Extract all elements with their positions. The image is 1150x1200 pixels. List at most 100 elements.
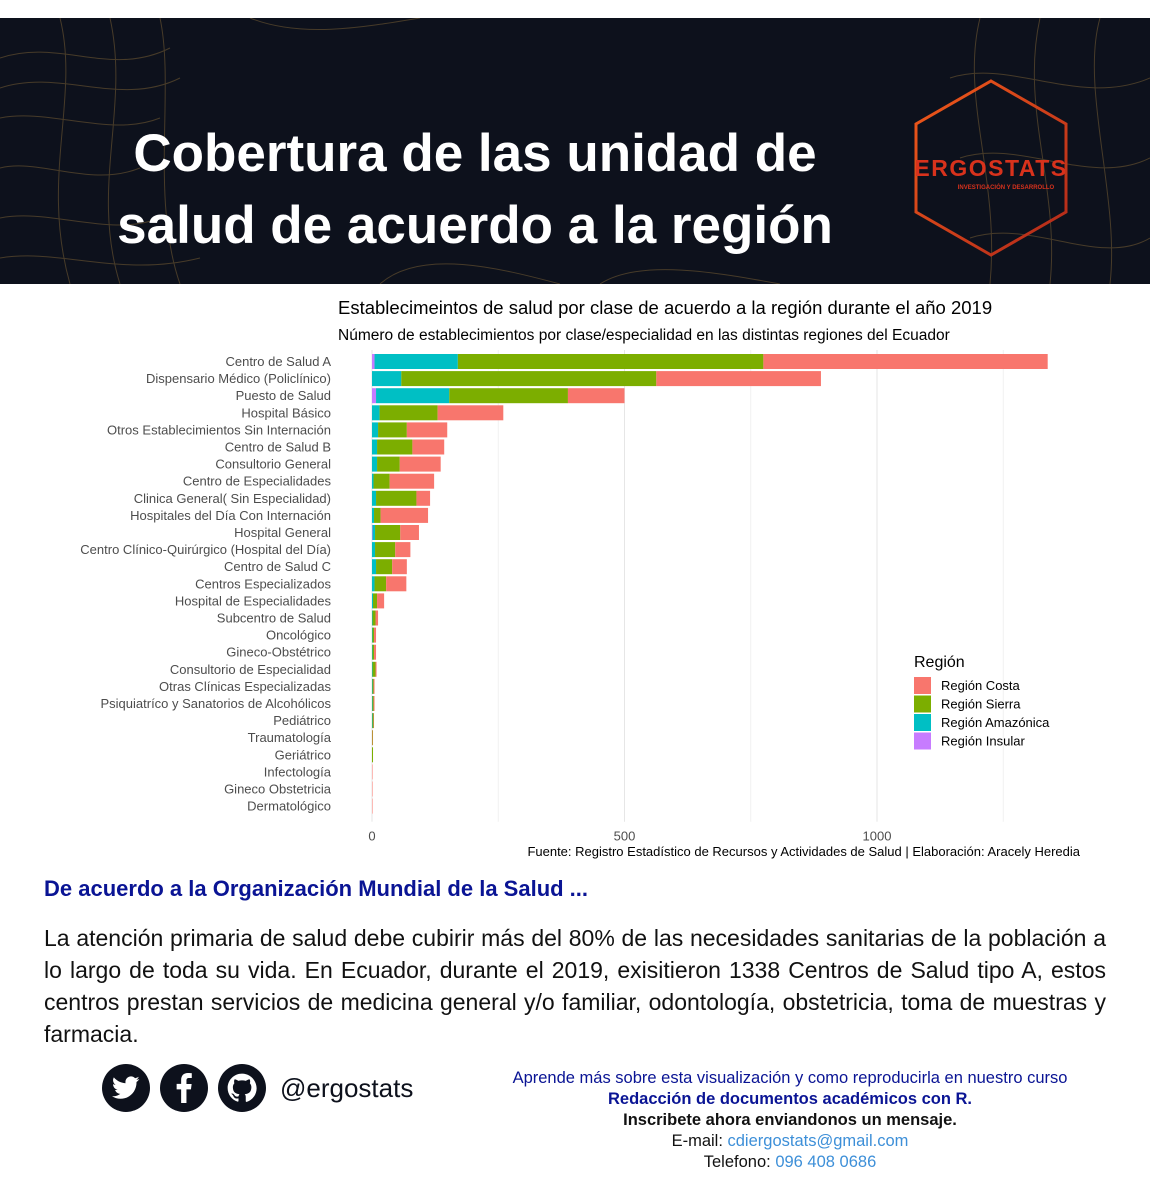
legend-swatch	[914, 695, 931, 713]
bar-segment	[763, 354, 1048, 369]
bar-segment	[374, 507, 381, 523]
bar-segment	[372, 764, 373, 780]
bar-segment	[372, 422, 379, 438]
facebook-icon[interactable]	[160, 1064, 208, 1112]
bar-segment	[374, 644, 377, 660]
y-tick-label: Dispensario Médico (Policlínico)	[146, 371, 331, 386]
bar-segment	[372, 507, 375, 523]
page-title-line-2: salud de acuerdo a la región	[117, 196, 833, 255]
course-promo: Aprende más sobre esta visualización y c…	[430, 1068, 1150, 1173]
y-tick-label: Otras Clínicas Especializadas	[159, 679, 331, 694]
bar-segment	[372, 644, 373, 660]
phone-row: Telefono: 096 408 0686	[430, 1152, 1150, 1173]
y-tick-label: Infectología	[264, 764, 332, 779]
bar-segment	[373, 713, 375, 729]
section-heading: De acuerdo a la Organización Mundial de …	[44, 876, 589, 901]
chart-subtitle: Número de establecimientos por clase/esp…	[338, 327, 950, 344]
bar-segment	[375, 542, 396, 558]
y-tick-label: Clinica General( Sin Especialidad)	[134, 491, 331, 506]
description-paragraph: La atención primaria de salud debe cubir…	[44, 925, 1106, 1047]
y-tick-label: Psiquiatríco y Sanatorios de Alcohólicos	[100, 696, 331, 711]
bar-segment	[372, 473, 374, 489]
bar-segment	[378, 422, 407, 438]
chart-title: Establecimeintos de salud por clase de a…	[338, 297, 992, 318]
phone-link[interactable]: 096 408 0686	[775, 1153, 877, 1171]
bar-segment	[395, 542, 411, 558]
email-link[interactable]: cdiergostats@gmail.com	[727, 1132, 909, 1150]
bar-segment	[372, 576, 375, 592]
y-tick-label: Puesto de Salud	[236, 388, 331, 403]
bar-segment	[656, 371, 821, 387]
bar-segment	[399, 456, 441, 472]
bar-segment	[372, 678, 373, 694]
bar-segment	[372, 610, 376, 626]
bar-segment	[372, 798, 373, 814]
bar-segment	[374, 627, 377, 643]
bar-segment	[372, 696, 374, 711]
y-tick-label: Geriátrico	[275, 747, 331, 762]
bar-segment	[375, 525, 401, 540]
y-tick-label: Consultorio de Especialidad	[170, 662, 331, 677]
bar-segment	[372, 610, 373, 626]
promo-course-name: Redacción de documentos académicos con R…	[607, 1090, 972, 1108]
bar-segment	[377, 456, 400, 472]
bar-segment	[372, 559, 377, 575]
y-tick-label: Oncológico	[266, 628, 331, 643]
bar-segment	[379, 405, 438, 421]
bar-segment	[377, 439, 413, 455]
bar-segment	[373, 678, 375, 694]
bar-segment	[375, 661, 377, 677]
bar-segment	[372, 593, 374, 609]
x-tick-label: 0	[368, 829, 375, 844]
bar-segment	[376, 388, 450, 404]
bar-segment	[374, 354, 458, 369]
bar-segment	[401, 371, 657, 387]
y-tick-label: Traumatología	[248, 730, 332, 745]
bar-segment	[437, 405, 504, 421]
bar-segment	[372, 525, 376, 540]
y-tick-label: Centro Clínico-Quirúrgico (Hospital del …	[80, 542, 331, 557]
chart-caption: Fuente: Registro Estadístico de Recursos…	[527, 844, 1080, 859]
bar-segment	[372, 542, 376, 558]
bar-segment	[392, 559, 407, 575]
github-icon[interactable]	[218, 1064, 266, 1112]
y-tick-label: Hospital de Especialidades	[175, 593, 332, 608]
y-tick-label: Pediátrico	[273, 713, 331, 728]
bar-segment	[372, 713, 374, 729]
ergostats-logo: ERGOSTATS INVESTIGACIÓN Y DESARROLLO	[914, 79, 1068, 257]
y-tick-label: Hospitales del Día Con Internación	[130, 508, 331, 523]
legend-label: Región Sierra	[941, 697, 1021, 712]
y-tick-label: Centro de Salud B	[225, 440, 331, 455]
bar-segment	[412, 439, 445, 455]
email-label: E-mail:	[671, 1132, 728, 1150]
bar-segment	[375, 610, 379, 626]
y-tick-label: Centro de Salud C	[224, 559, 331, 574]
bar-segment	[372, 439, 378, 455]
bar-segment	[567, 388, 625, 404]
bar-segment	[380, 507, 429, 523]
email-row: E-mail: cdiergostats@gmail.com	[430, 1131, 1150, 1152]
bar-segment	[372, 525, 373, 540]
bar-segment	[373, 593, 378, 609]
legend-swatch	[914, 732, 931, 750]
bar-segment	[416, 490, 431, 506]
bar-segment	[373, 696, 375, 711]
twitter-icon[interactable]	[102, 1064, 150, 1112]
bar-segment	[372, 713, 373, 729]
y-tick-label: Gineco-Obstétrico	[226, 645, 331, 660]
bar-segment	[372, 678, 374, 694]
chart-legend: Región Región Costa Región Sierra Región A…	[914, 654, 1050, 750]
social-handle[interactable]: @ergostats	[280, 1072, 414, 1103]
bar-segment	[373, 473, 390, 489]
bar-segment	[377, 593, 385, 609]
legend-label: Región Amazónica	[941, 715, 1050, 730]
bar-segment	[376, 559, 393, 575]
bar-segment	[372, 627, 373, 643]
legend-swatch	[914, 677, 931, 694]
y-tick-label: Centros Especializados	[195, 576, 331, 591]
bar-segment	[376, 490, 417, 506]
y-tick-label: Gineco Obstetricia	[224, 782, 332, 797]
bar-segment	[372, 388, 377, 404]
logo-text: ERGOSTATS	[914, 155, 1067, 181]
bar-segment	[372, 405, 380, 421]
